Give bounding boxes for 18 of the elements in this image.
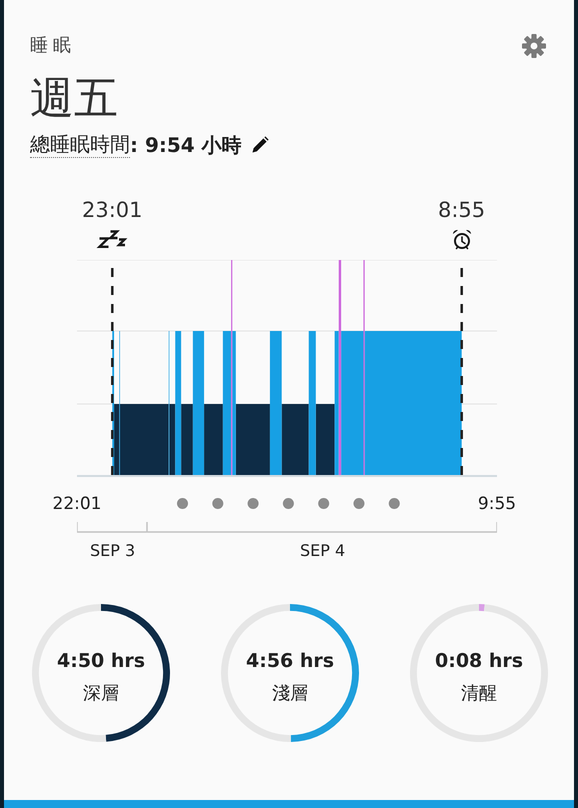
slice-label: 淺層 — [272, 683, 308, 704]
donut-slice — [479, 604, 485, 612]
ref-line-label: 8:55 — [438, 198, 486, 222]
text: 睡眠 — [30, 35, 76, 56]
x-tick-label: 22:01 — [52, 494, 102, 514]
slice-label: 深層 — [82, 683, 118, 704]
donut-slice — [410, 604, 548, 742]
x-tick-label: 9:55 — [478, 494, 516, 514]
text: SEP 3 — [90, 541, 136, 560]
data-label: 0:08 hrs — [435, 650, 524, 672]
ref-line-label: 23:01 — [82, 198, 143, 222]
chart-subtitle: 總睡眠時間: 9:54 小時 — [30, 132, 242, 158]
slice-label: 清醒 — [461, 683, 498, 704]
chart-title: 週五 — [30, 72, 118, 126]
data-label: 4:56 hrs — [246, 650, 334, 672]
donut-slice — [220, 604, 291, 742]
text: SEP 4 — [300, 541, 346, 560]
data-label: 4:50 hrs — [56, 650, 145, 672]
